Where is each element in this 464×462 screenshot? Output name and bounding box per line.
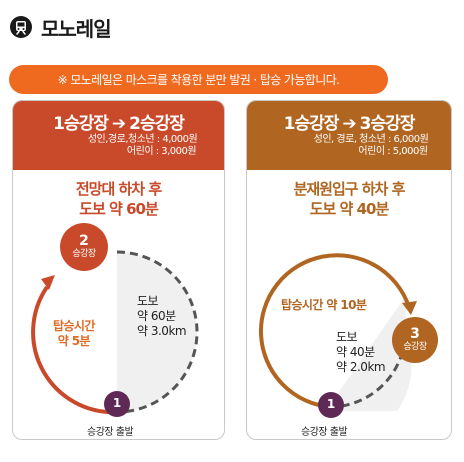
ride-time-value: 약 5분: [57, 334, 91, 348]
route-diagram: [258, 253, 438, 418]
ride-time-label: 탑승시간 약 10분: [281, 298, 367, 312]
start-circle: [104, 391, 130, 417]
destination-marker: 2 승강장: [60, 233, 108, 260]
walk-distance: 약 2.0km: [336, 360, 386, 374]
walk-time: 약 60분: [137, 309, 176, 323]
ride-path: [31, 285, 118, 415]
route-description: 분재원입구 하차 후 도보 약 40분: [247, 179, 451, 219]
walk-distance: 약 3.0km: [137, 324, 187, 338]
ride-path: [258, 253, 411, 409]
fare-child: 어린이 : 5,000원: [358, 146, 428, 157]
walk-title: 도보: [137, 294, 159, 308]
arrow-right-icon: ➔: [342, 114, 356, 134]
ride-time-label: 탑승시간: [53, 319, 95, 333]
ride-arrow-head: [41, 275, 55, 290]
route-description-line1: 전망대 하차 후: [75, 180, 162, 198]
route-card-1-to-3: 1승강장 ➔ 3승강장 성인, 경로, 청소년 : 6,000원 어린이 : 5,0…: [246, 100, 452, 440]
walk-info: 도보 약 40분 약 2.0km: [336, 330, 386, 375]
walk-title: 도보: [336, 330, 358, 344]
route-to: 2승강장: [129, 114, 185, 134]
fare-adult: 성인, 경로, 청소년 : 6,000원: [313, 134, 429, 145]
mask-notice-banner: ※ 모노레일은 마스크를 착용한 분만 발권 · 탑승 가능합니다.: [9, 65, 388, 94]
fare-adult: 성인,경로,청소년 : 4,000원: [87, 134, 198, 145]
destination-label: 승강장: [403, 342, 427, 352]
route-from: 1승강장: [53, 114, 109, 134]
monorail-icon: [10, 16, 32, 38]
route-to: 3승강장: [359, 114, 416, 134]
walk-time: 약 40분: [336, 345, 375, 359]
page-title: 모노레일: [41, 16, 112, 41]
start-label: 승강장 출발: [301, 427, 348, 438]
walking-path: [116, 250, 199, 414]
ride-time: 탑승시간 약 5분: [53, 319, 95, 349]
walk-area: [117, 252, 197, 412]
route-diagram: [31, 223, 199, 417]
start-number: 1: [326, 397, 336, 411]
route-title: 1승강장 ➔ 2승강장: [13, 101, 224, 134]
destination-marker: 3 승강장: [392, 326, 438, 353]
route-description-line1: 분재원입구 하차 후: [293, 180, 406, 198]
route-description-line2: 도보 약 60분: [79, 200, 159, 218]
route-card-header: 1승강장 ➔ 2승강장 성인,경로,청소년 : 4,000원 어린이 : 3,000…: [13, 101, 224, 170]
destination-circle: [60, 223, 108, 271]
start-label: 승강장 출발: [87, 427, 134, 438]
ride-time: 탑승시간 약 10분: [281, 298, 367, 313]
destination-number: 2: [79, 233, 89, 249]
route-from: 1승강장: [283, 114, 340, 134]
destination-number: 3: [410, 326, 420, 342]
destination-circle: [392, 317, 438, 363]
route-card-1-to-2: 1승강장 ➔ 2승강장 성인,경로,청소년 : 4,000원 어린이 : 3,000…: [12, 100, 225, 440]
ride-arrow-head: [402, 301, 417, 315]
route-description: 전망대 하차 후 도보 약 60분: [13, 179, 224, 219]
fare-child: 어린이 : 3,000원: [126, 146, 197, 157]
route-card-header: 1승강장 ➔ 3승강장 성인, 경로, 청소년 : 6,000원 어린이 : 5,0…: [247, 101, 451, 170]
walk-area: [331, 297, 412, 411]
arrow-right-icon: ➔: [111, 114, 126, 134]
start-circle: [318, 392, 344, 418]
route-title: 1승강장 ➔ 3승강장: [247, 101, 451, 134]
route-description-line2: 도보 약 40분: [309, 200, 390, 218]
page-header: 모노레일: [9, 12, 112, 42]
destination-label: 승강장: [72, 249, 96, 259]
start-number: 1: [112, 396, 122, 410]
walk-info: 도보 약 60분 약 3.0km: [137, 294, 187, 339]
